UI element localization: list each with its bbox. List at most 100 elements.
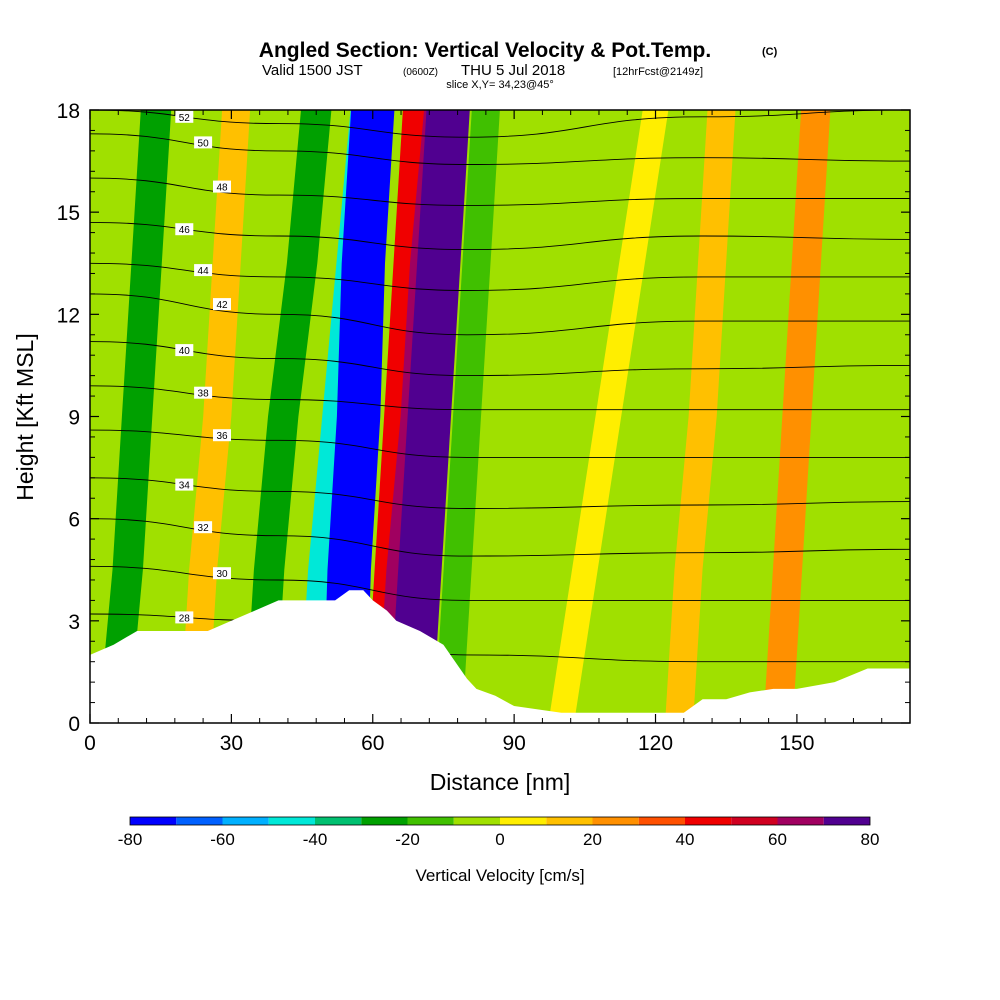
y-tick-label-12: 12 (57, 304, 80, 327)
theta-contour-32 (90, 518, 910, 557)
x-tick-label-0: 0 (84, 732, 96, 755)
contour-label-42: 42 (216, 300, 228, 311)
valid-time: Valid 1500 JST (262, 62, 363, 79)
colorbar-swatch-2 (222, 817, 269, 825)
colorbar-swatch-12 (685, 817, 732, 825)
theta-contour-46 (90, 221, 910, 251)
theta-contours: 52 50 48 46 44 42 40 38 36 34 32 30 28 (90, 110, 910, 663)
colorbar-tick-label--60: -60 (210, 830, 235, 849)
velocity-band-7 (388, 110, 470, 723)
colorbar-tick-label-60: 60 (768, 830, 787, 849)
theta-contour-34 (90, 477, 910, 509)
colorbar-swatch-10 (592, 817, 639, 825)
colorbar-frame (129, 816, 871, 826)
colorbar-swatch-8 (500, 817, 547, 825)
x-tick-label-120: 120 (638, 732, 673, 755)
colorbar: -80 -60 -40 -20 0 20 40 60 80 (118, 816, 880, 849)
contour-label-44: 44 (198, 266, 210, 277)
x-tick-label-30: 30 (220, 732, 243, 755)
contour-label-bg-28 (175, 611, 194, 624)
colorbar-swatch-15 (823, 817, 871, 825)
colorbar-title: Vertical Velocity [cm/s] (415, 866, 584, 885)
copyright-mark: (C) (762, 46, 778, 58)
contour-label-bg-36 (213, 429, 231, 442)
colorbar-tick-label--40: -40 (303, 830, 328, 849)
contour-label-50: 50 (198, 138, 210, 149)
contour-label-46: 46 (179, 225, 191, 236)
x-tick-label-150: 150 (779, 732, 814, 755)
velocity-band-10 (665, 110, 736, 723)
velocity-bands (98, 110, 831, 723)
y-tick-label-18: 18 (57, 100, 80, 123)
colorbar-swatch-6 (407, 817, 454, 825)
colorbar-tick-label-20: 20 (583, 830, 602, 849)
contour-label-52: 52 (179, 113, 191, 124)
contour-label-bg-42 (213, 298, 231, 311)
contour-label-bg-38 (194, 386, 213, 399)
contour-label-bg-30 (213, 567, 231, 580)
contour-label-32: 32 (198, 523, 210, 534)
y-tick-label-0: 0 (68, 713, 80, 736)
theta-contour-52 (90, 110, 910, 138)
theta-contour-28 (90, 613, 910, 663)
valid-date: THU 5 Jul 2018 (461, 62, 565, 79)
velocity-band-2 (244, 110, 332, 723)
velocity-band-4 (322, 110, 395, 723)
colorbar-swatch-0 (130, 817, 177, 825)
colorbar-swatch-13 (731, 817, 778, 825)
x-tick-label-60: 60 (361, 732, 384, 755)
plot-area: 52 50 48 46 44 42 40 38 36 34 32 30 28 (90, 110, 910, 723)
theta-contour-44 (90, 262, 910, 291)
colorbar-swatch-11 (638, 817, 686, 825)
contour-label-48: 48 (216, 183, 228, 194)
y-tick-label-3: 3 (68, 611, 80, 634)
x-axis-label: Distance [nm] (430, 769, 571, 795)
x-tick-label-90: 90 (502, 732, 525, 755)
colorbar-swatch-5 (361, 817, 408, 825)
colorbar-tick-label-80: 80 (861, 830, 880, 849)
colorbar-swatch-9 (546, 817, 593, 825)
contour-label-bg-44 (194, 264, 213, 277)
theta-contour-40 (90, 341, 910, 377)
contour-label-38: 38 (198, 389, 210, 400)
contour-label-30: 30 (216, 569, 228, 580)
colorbar-swatch-7 (453, 817, 501, 825)
theta-contour-38 (90, 385, 910, 411)
contour-label-bg-40 (175, 344, 194, 357)
contour-label-bg-34 (175, 478, 194, 491)
colorbar-swatch-3 (268, 817, 316, 825)
y-tick-label-9: 9 (68, 407, 80, 430)
contour-label-40: 40 (179, 346, 191, 357)
colorbar-tick-label-40: 40 (676, 830, 695, 849)
velocity-band-11 (763, 110, 831, 723)
contour-label-bg-50 (194, 136, 213, 149)
colorbar-tick-label--20: -20 (395, 830, 420, 849)
contour-label-bg-32 (194, 521, 213, 534)
velocity-band-0 (98, 110, 172, 723)
colorbar-tick-label--80: -80 (118, 830, 143, 849)
contour-label-34: 34 (179, 481, 191, 492)
contour-label-bg-46 (175, 223, 194, 236)
forecast-info: [12hrFcst@2149z] (613, 66, 703, 78)
y-tick-label-6: 6 (68, 509, 80, 532)
slice-info: slice X,Y= 34,23@45° (446, 79, 554, 91)
contour-label-28: 28 (179, 613, 191, 624)
velocity-band-1 (179, 110, 251, 723)
terrain-mask (90, 590, 910, 723)
title-block: Angled Section: Vertical Velocity & Pot.… (259, 39, 778, 91)
contour-label-36: 36 (216, 431, 228, 442)
velocity-band-8 (434, 110, 500, 723)
valid-zulu: (0600Z) (403, 67, 438, 78)
velocity-band-9 (548, 110, 669, 723)
colorbar-swatch-4 (315, 817, 362, 825)
colorbar-swatch-14 (777, 817, 824, 825)
theta-contour-50 (90, 133, 910, 165)
chart-title: Angled Section: Vertical Velocity & Pot.… (259, 39, 711, 62)
y-axis-label: Height [Kft MSL] (12, 333, 38, 500)
contour-label-bg-48 (213, 180, 231, 193)
colorbar-tick-label-0: 0 (495, 830, 504, 849)
contour-label-bg-52 (175, 110, 194, 123)
y-tick-label-15: 15 (57, 202, 80, 225)
